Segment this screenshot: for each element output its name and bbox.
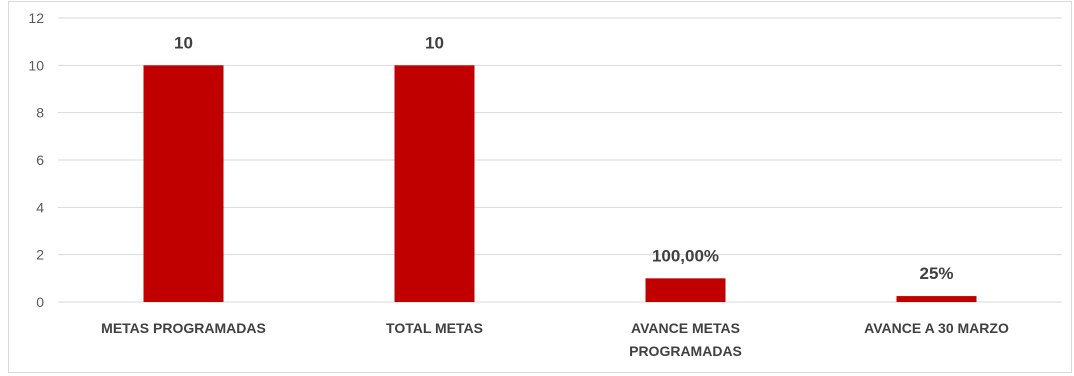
bar bbox=[143, 65, 224, 302]
data-label: 25% bbox=[919, 264, 953, 283]
y-tick-label: 6 bbox=[36, 152, 44, 168]
data-label: 10 bbox=[174, 33, 193, 52]
gridlines bbox=[58, 17, 1062, 303]
x-tick-label: AVANCE A 30 MARZO bbox=[864, 320, 1009, 336]
bar bbox=[645, 278, 726, 302]
y-tick-label: 4 bbox=[36, 199, 44, 215]
bar bbox=[394, 65, 475, 302]
x-tick-label: AVANCE METAS bbox=[631, 320, 740, 336]
bar bbox=[896, 296, 977, 302]
x-axis-ticks: METAS PROGRAMADAS TOTAL METAS AVANCE METAS… bbox=[101, 320, 1009, 359]
data-label: 10 bbox=[425, 33, 444, 52]
data-label: 100,00% bbox=[652, 246, 719, 265]
y-tick-label: 12 bbox=[28, 10, 44, 26]
x-tick-label: PROGRAMADAS bbox=[629, 343, 742, 359]
bars bbox=[143, 65, 977, 302]
x-tick-label: TOTAL METAS bbox=[386, 320, 483, 336]
y-tick-label: 10 bbox=[28, 57, 44, 73]
y-tick-label: 0 bbox=[36, 294, 44, 310]
y-tick-label: 2 bbox=[36, 247, 44, 263]
y-axis-ticks: 0 2 4 6 8 10 12 bbox=[28, 10, 44, 310]
x-tick-label: METAS PROGRAMADAS bbox=[101, 320, 266, 336]
y-tick-label: 8 bbox=[36, 105, 44, 121]
data-labels: 10 10 100,00% 25% bbox=[174, 33, 953, 283]
